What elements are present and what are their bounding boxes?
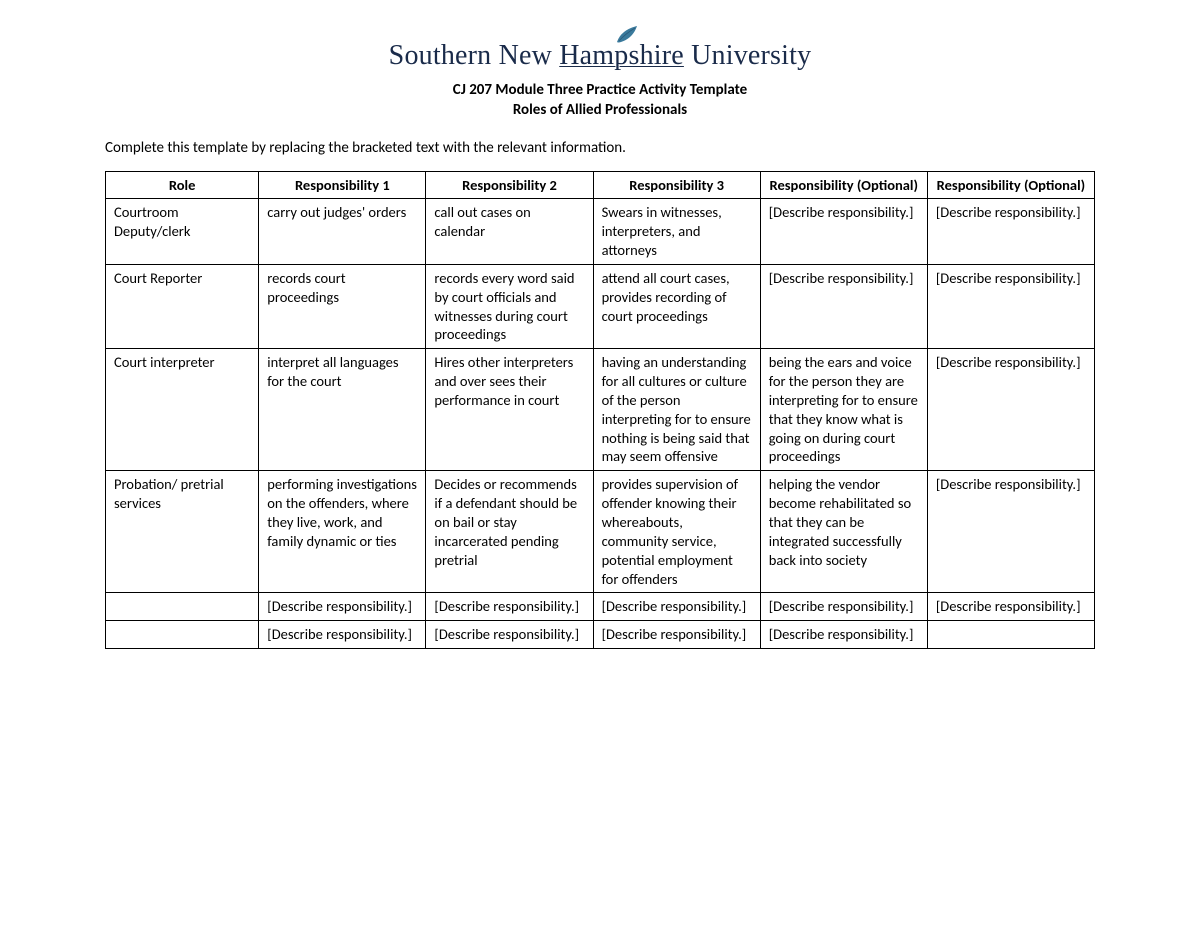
cell-r5: [Describe responsibility.]: [927, 471, 1094, 593]
title-line-1: CJ 207 Module Three Practice Activity Te…: [105, 80, 1095, 100]
document-titles: CJ 207 Module Three Practice Activity Te…: [105, 80, 1095, 121]
table-row: Probation/ pretrial services performing …: [106, 471, 1095, 593]
cell-role: [106, 621, 259, 649]
cell-r1: performing investigations on the offende…: [259, 471, 426, 593]
cell-role: Courtroom Deputy/clerk: [106, 199, 259, 265]
header-resp3: Responsibility 3: [593, 171, 760, 199]
cell-r2: Decides or recommends if a defendant sho…: [426, 471, 593, 593]
cell-r4: being the ears and voice for the person …: [760, 349, 927, 471]
cell-r1: carry out judges' orders: [259, 199, 426, 265]
cell-r3: having an understanding for all cultures…: [593, 349, 760, 471]
cell-r5: [Describe responsibility.]: [927, 199, 1094, 265]
cell-r5: [Describe responsibility.]: [927, 264, 1094, 348]
roles-table: Role Responsibility 1 Responsibility 2 R…: [105, 171, 1095, 650]
table-header-row: Role Responsibility 1 Responsibility 2 R…: [106, 171, 1095, 199]
cell-r4: [Describe responsibility.]: [760, 264, 927, 348]
cell-role: Probation/ pretrial services: [106, 471, 259, 593]
header-role: Role: [106, 171, 259, 199]
cell-r3: Swears in witnesses, interpreters, and a…: [593, 199, 760, 265]
cell-r4: helping the vendor become rehabilitated …: [760, 471, 927, 593]
cell-r2: [Describe responsibility.]: [426, 593, 593, 621]
cell-r4: [Describe responsibility.]: [760, 199, 927, 265]
logo-text-before: Southern New: [389, 40, 560, 71]
leaf-icon: [615, 22, 641, 54]
logo-text-after: University: [684, 40, 811, 71]
cell-r5: [Describe responsibility.]: [927, 593, 1094, 621]
cell-r2: records every word said by court officia…: [426, 264, 593, 348]
instructions-text: Complete this template by replacing the …: [105, 139, 1095, 157]
header-resp-opt1: Responsibility (Optional): [760, 171, 927, 199]
cell-r5: [927, 621, 1094, 649]
cell-r1: [Describe responsibility.]: [259, 593, 426, 621]
header-resp-opt2: Responsibility (Optional): [927, 171, 1094, 199]
cell-r2: [Describe responsibility.]: [426, 621, 593, 649]
cell-r3: [Describe responsibility.]: [593, 621, 760, 649]
table-row: [Describe responsibility.] [Describe res…: [106, 621, 1095, 649]
cell-r1: records court proceedings: [259, 264, 426, 348]
header-resp1: Responsibility 1: [259, 171, 426, 199]
table-row: Courtroom Deputy/clerk carry out judges'…: [106, 199, 1095, 265]
cell-r3: provides supervision of offender knowing…: [593, 471, 760, 593]
cell-role: Court interpreter: [106, 349, 259, 471]
table-row: Court Reporter records court proceedings…: [106, 264, 1095, 348]
cell-role: [106, 593, 259, 621]
cell-r3: attend all court cases, provides recordi…: [593, 264, 760, 348]
header-resp2: Responsibility 2: [426, 171, 593, 199]
cell-r5: [Describe responsibility.]: [927, 349, 1094, 471]
cell-role: Court Reporter: [106, 264, 259, 348]
cell-r4: [Describe responsibility.]: [760, 621, 927, 649]
university-logo: Southern New Hampshire University: [389, 40, 812, 72]
title-line-2: Roles of Allied Professionals: [105, 100, 1095, 120]
logo-container: Southern New Hampshire University: [105, 40, 1095, 72]
cell-r1: interpret all languages for the court: [259, 349, 426, 471]
document-page: Southern New Hampshire University CJ 207…: [0, 0, 1200, 689]
table-row: [Describe responsibility.] [Describe res…: [106, 593, 1095, 621]
cell-r4: [Describe responsibility.]: [760, 593, 927, 621]
table-row: Court interpreter interpret all language…: [106, 349, 1095, 471]
cell-r1: [Describe responsibility.]: [259, 621, 426, 649]
cell-r2: Hires other interpreters and over sees t…: [426, 349, 593, 471]
cell-r2: call out cases on calendar: [426, 199, 593, 265]
cell-r3: [Describe responsibility.]: [593, 593, 760, 621]
